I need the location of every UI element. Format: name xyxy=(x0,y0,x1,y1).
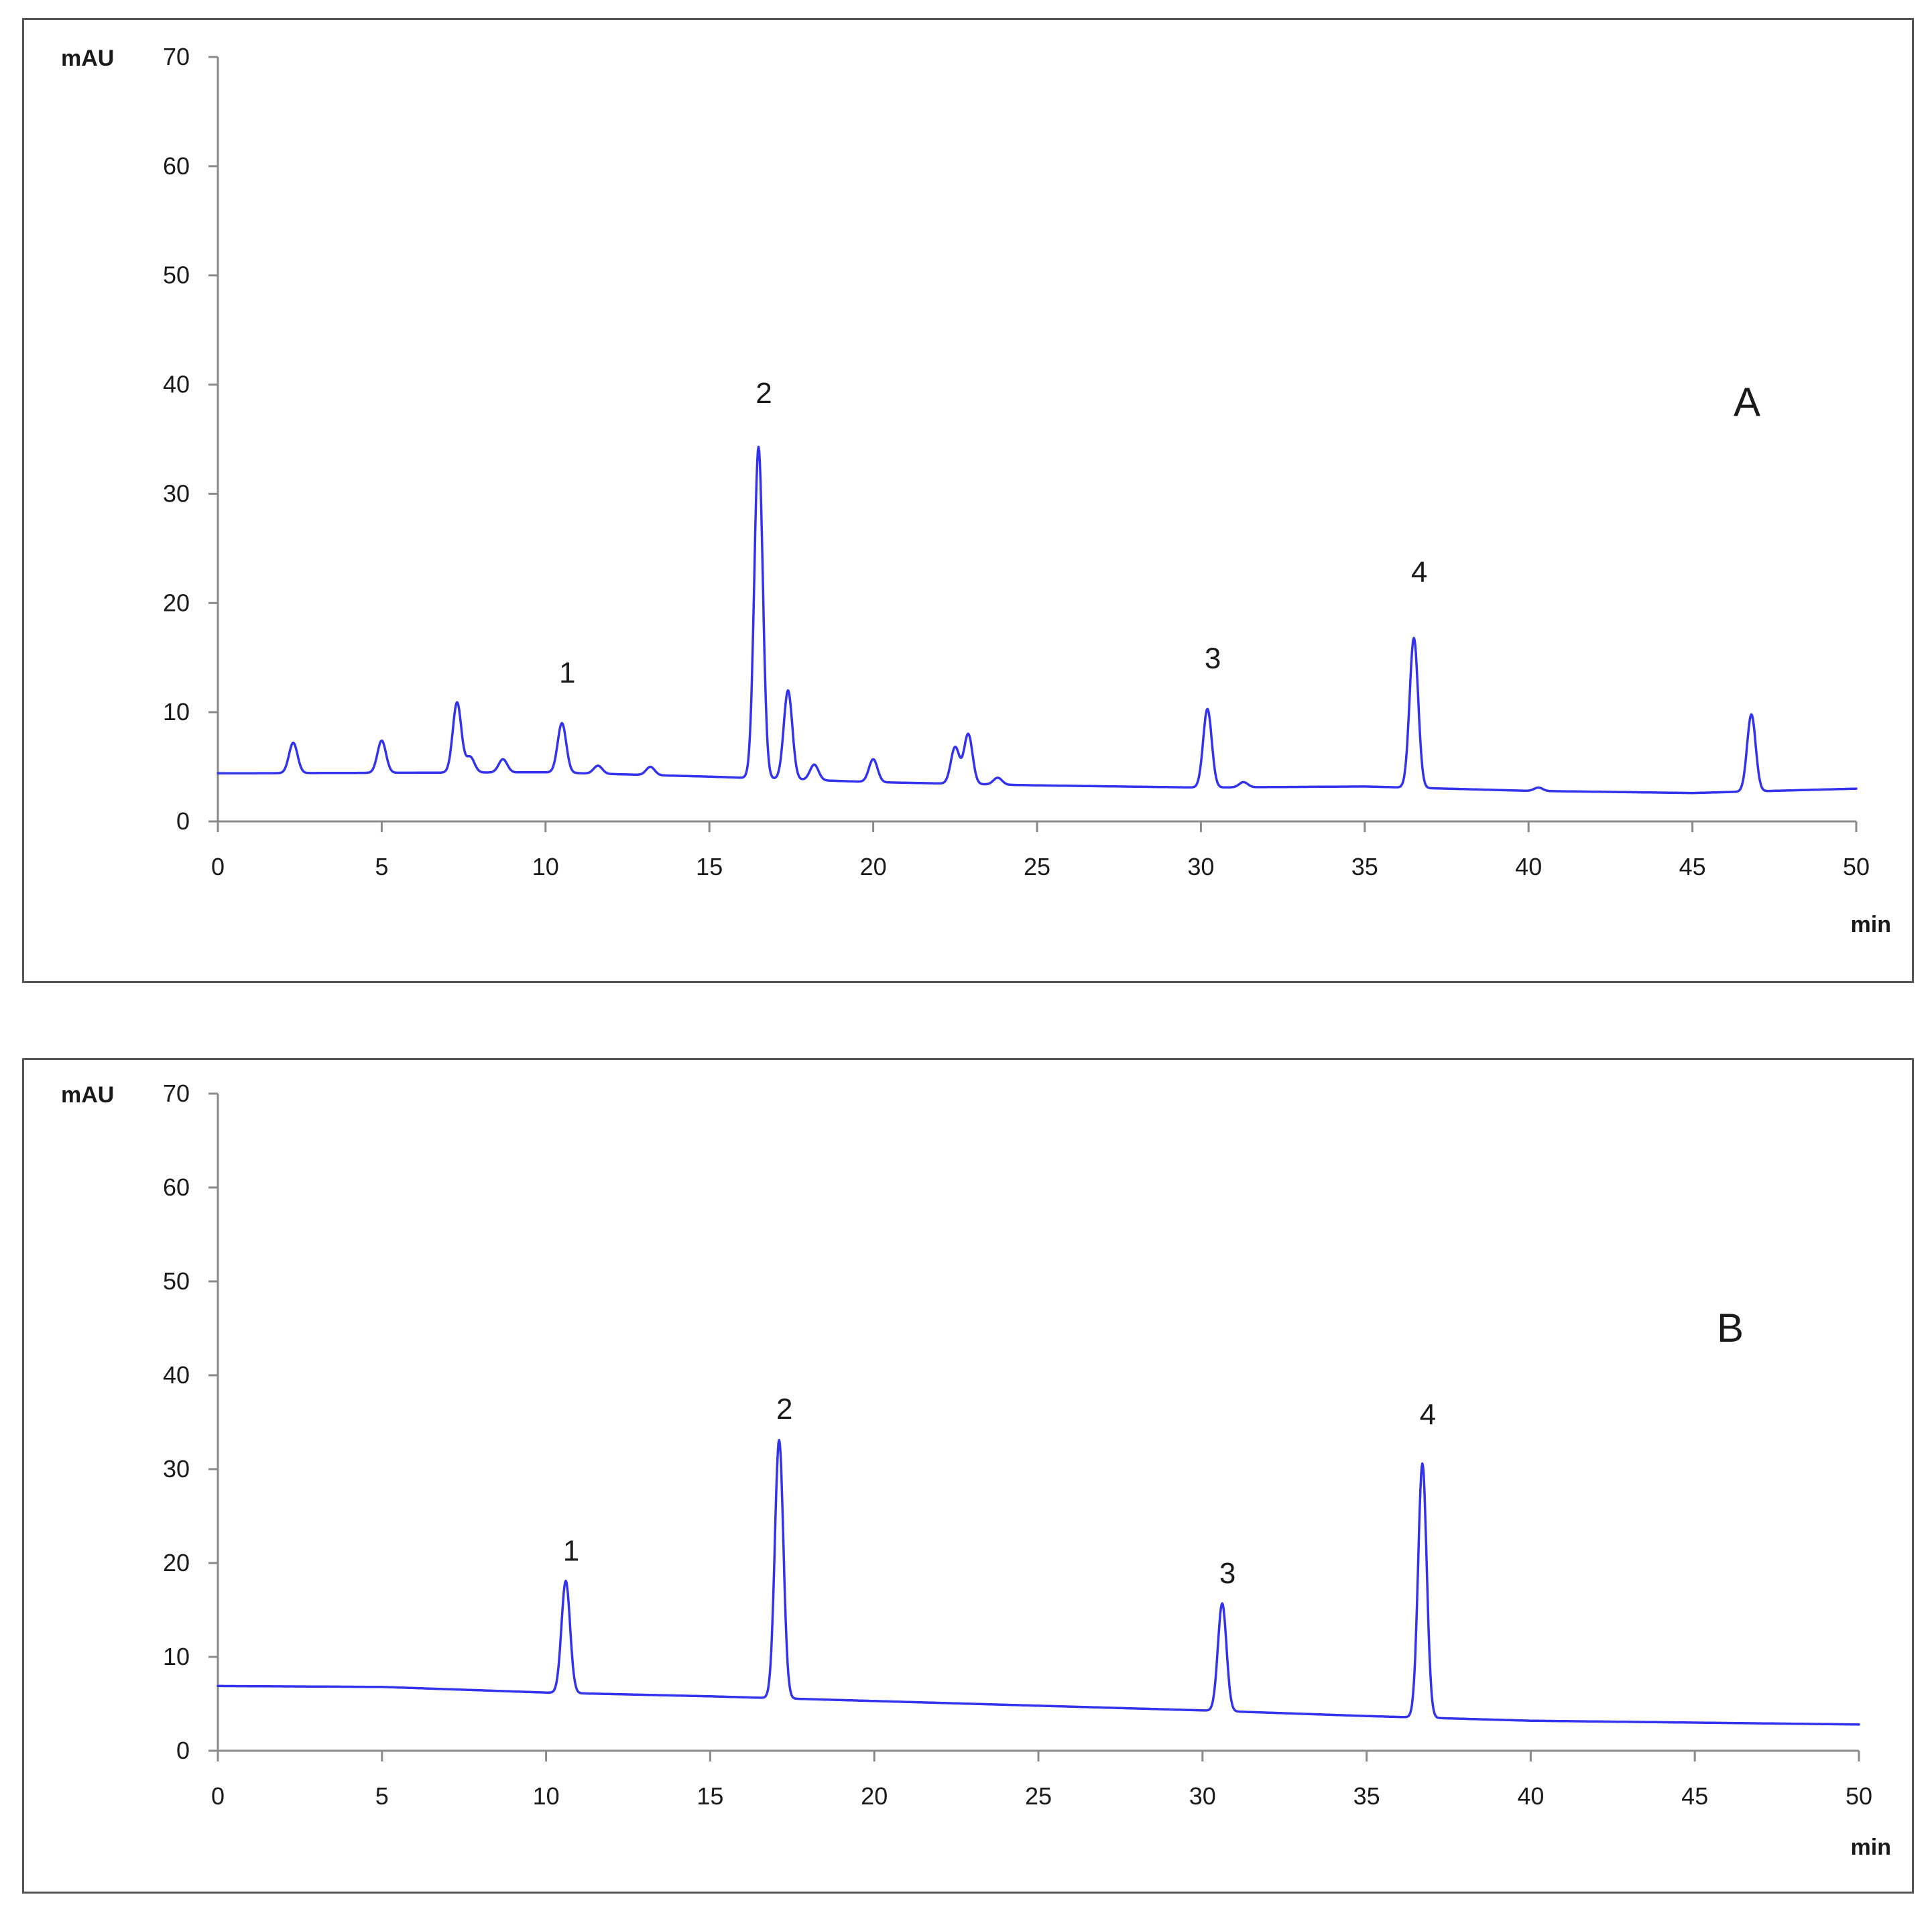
chromatogram-panel-b: 0 10 20 30 40 50 60 70 0 5 10 15 20 25 30 35 40 45 50 mAU mi… xyxy=(22,1058,1914,1894)
y-axis-label: mAU xyxy=(61,46,114,71)
x-tick-label: 10 xyxy=(532,853,559,880)
x-tick-label: 45 xyxy=(1679,853,1706,880)
x-tick-label: 30 xyxy=(1187,853,1214,880)
x-tick-label: 5 xyxy=(375,1782,389,1810)
peak-number-label: 1 xyxy=(559,656,575,689)
x-tick-label: 50 xyxy=(1846,1782,1872,1810)
x-tick-label: 0 xyxy=(211,853,225,880)
x-axis-label: min xyxy=(1851,912,1891,937)
peak-point xyxy=(1221,1602,1223,1605)
peak-point xyxy=(1206,707,1209,710)
y-tick-label: 30 xyxy=(163,479,190,507)
y-tick-label: 70 xyxy=(163,1080,190,1107)
peak-point xyxy=(469,756,471,758)
peak-number-label: 3 xyxy=(1219,1557,1235,1590)
peak-point xyxy=(564,1580,567,1582)
chromatogram-b-plot: 0 10 20 30 40 50 60 70 0 5 10 15 20 25 30 35 40 45 50 mAU mi… xyxy=(61,1080,1891,1860)
peak-number-label: 1 xyxy=(563,1534,579,1567)
x-tick-label: 15 xyxy=(696,853,723,880)
peak-point xyxy=(560,721,563,724)
x-axis-label: min xyxy=(1851,1835,1891,1860)
x-tick-label: 50 xyxy=(1843,853,1870,880)
peak-point xyxy=(292,742,294,744)
peak-point xyxy=(778,1439,780,1442)
x-tick-label: 10 xyxy=(533,1782,560,1810)
x-tick-label: 35 xyxy=(1351,853,1378,880)
peak-point xyxy=(1421,1462,1424,1465)
x-tick-label: 20 xyxy=(860,853,887,880)
x-tick-label: 0 xyxy=(211,1782,225,1810)
peak-point xyxy=(758,445,760,448)
y-tick-label: 0 xyxy=(176,807,190,835)
y-tick-label: 20 xyxy=(163,589,190,616)
chromatogram-panel-a: 0 10 20 30 40 50 60 70 0 5 10 15 20 25 30 35 40 45 50 mAU mi… xyxy=(22,18,1914,983)
y-tick-label: 10 xyxy=(163,1643,190,1670)
peak-point xyxy=(954,746,957,748)
peak-point xyxy=(649,766,652,768)
peak-point xyxy=(1537,787,1540,789)
panel-label: B xyxy=(1717,1306,1744,1350)
x-tick-label: 15 xyxy=(697,1782,723,1810)
y-tick-label: 50 xyxy=(163,262,190,289)
peak-point xyxy=(456,701,459,703)
x-tick-label: 20 xyxy=(861,1782,888,1810)
y-tick-label: 40 xyxy=(163,1361,190,1389)
chromatogram-a-plot: 0 10 20 30 40 50 60 70 0 5 10 15 20 25 30 35 40 45 50 mAU mi… xyxy=(61,43,1891,937)
peak-point xyxy=(1242,781,1245,783)
peak-point xyxy=(380,739,383,742)
x-tick-label: 30 xyxy=(1189,1782,1216,1810)
y-tick-label: 70 xyxy=(163,43,190,70)
peak-number-label: 2 xyxy=(756,377,772,410)
peak-point xyxy=(597,764,599,767)
y-tick-label: 20 xyxy=(163,1549,190,1576)
peak-number-label: 2 xyxy=(776,1393,792,1426)
peak-point xyxy=(996,776,999,779)
y-tick-label: 0 xyxy=(176,1737,190,1764)
peak-point xyxy=(501,758,504,760)
peak-point xyxy=(872,758,875,760)
x-tick-label: 5 xyxy=(375,853,388,880)
x-tick-label: 25 xyxy=(1024,853,1050,880)
peak-number-label: 4 xyxy=(1420,1398,1436,1431)
peak-number-label: 4 xyxy=(1411,556,1427,589)
y-tick-label: 10 xyxy=(163,698,190,726)
x-tick-label: 25 xyxy=(1025,1782,1052,1810)
x-tick-label: 40 xyxy=(1517,1782,1544,1810)
y-tick-label: 40 xyxy=(163,371,190,398)
chromatogram-trace xyxy=(217,1438,1860,1726)
y-tick-label: 30 xyxy=(163,1455,190,1483)
peak-point xyxy=(1412,636,1415,639)
peak-point xyxy=(967,733,969,736)
x-tick-label: 40 xyxy=(1515,853,1542,880)
chromatogram-trace xyxy=(217,445,1858,795)
peak-point xyxy=(787,689,790,692)
peak-point xyxy=(813,763,816,766)
x-tick-label: 35 xyxy=(1353,1782,1380,1810)
y-tick-label: 60 xyxy=(163,1173,190,1201)
peak-point xyxy=(1750,713,1753,715)
y-tick-label: 60 xyxy=(163,152,190,180)
y-tick-label: 50 xyxy=(163,1267,190,1295)
y-axis-label: mAU xyxy=(61,1082,114,1108)
peak-number-label: 3 xyxy=(1205,642,1221,675)
x-tick-label: 45 xyxy=(1681,1782,1708,1810)
panel-label: A xyxy=(1734,380,1760,424)
